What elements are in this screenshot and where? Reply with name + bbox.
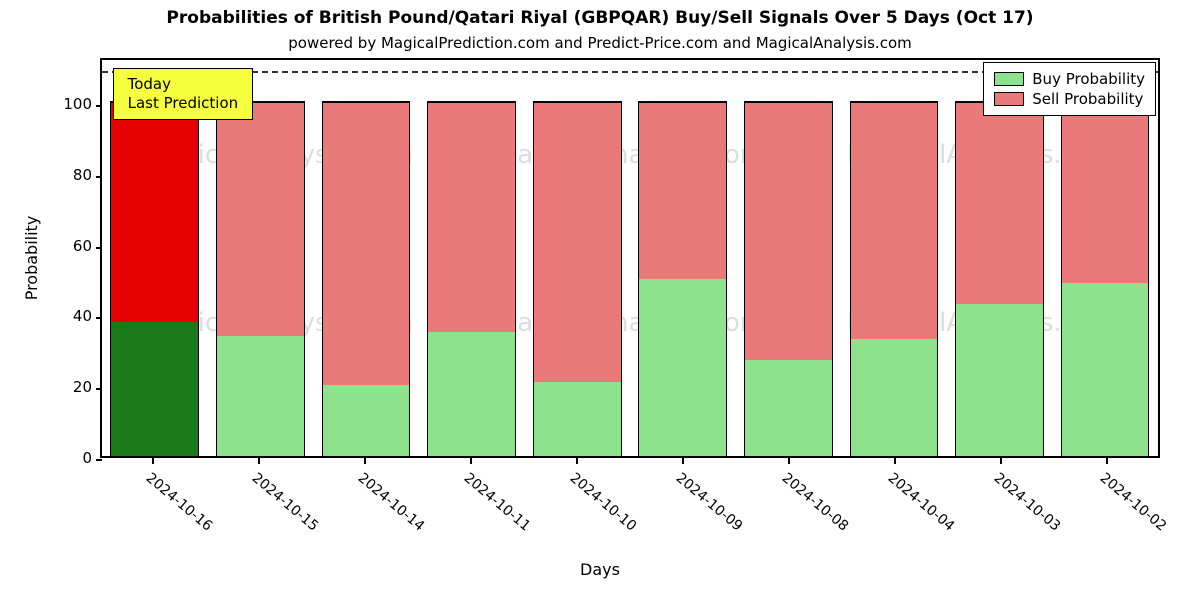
legend: Buy Probability Sell Probability (983, 62, 1156, 116)
today-text-line-1: Today (128, 75, 239, 94)
bar-stack (955, 101, 1044, 456)
legend-label-buy: Buy Probability (1032, 70, 1145, 88)
y-axis-label: Probability (22, 216, 41, 301)
bar-segment-sell (217, 102, 304, 336)
bar-slot (524, 60, 630, 456)
y-tick-label: 80 (32, 166, 92, 184)
chart-figure: Probabilities of British Pound/Qatari Ri… (0, 0, 1200, 600)
y-tick-mark (96, 247, 102, 249)
bar-segment-buy (745, 360, 832, 456)
legend-row-sell: Sell Probability (994, 89, 1145, 109)
bar-segment-buy (111, 322, 198, 457)
bar-stack (850, 101, 939, 456)
bar-segment-sell (323, 102, 410, 385)
bar-slot (736, 60, 842, 456)
bar-segment-sell (534, 102, 621, 382)
bar-segment-buy (956, 304, 1043, 456)
bar-segment-sell (851, 102, 938, 339)
x-tick-mark (1106, 458, 1108, 464)
y-tick-label: 0 (32, 449, 92, 467)
y-tick-label: 60 (32, 237, 92, 255)
bar-segment-sell (745, 102, 832, 360)
legend-row-buy: Buy Probability (994, 69, 1145, 89)
legend-label-sell: Sell Probability (1032, 90, 1143, 108)
bars-container (102, 60, 1158, 456)
bar-slot (419, 60, 525, 456)
x-tick-label: 2024-10-02 (1097, 470, 1170, 535)
x-tick-mark (682, 458, 684, 464)
x-tick-mark (470, 458, 472, 464)
bar-slot (630, 60, 736, 456)
x-tick-label: 2024-10-04 (885, 470, 958, 535)
x-tick-label: 2024-10-10 (567, 470, 640, 535)
y-tick-label: 20 (32, 378, 92, 396)
chart-title: Probabilities of British Pound/Qatari Ri… (0, 8, 1200, 28)
x-tick-mark (258, 458, 260, 464)
bar-stack (216, 101, 305, 456)
bar-segment-sell (639, 102, 726, 279)
bar-slot (841, 60, 947, 456)
bar-segment-buy (851, 339, 938, 456)
today-annotation-box: Today Last Prediction (113, 68, 254, 120)
y-tick-label: 100 (32, 95, 92, 113)
bar-slot (313, 60, 419, 456)
bar-stack (1061, 101, 1150, 456)
x-tick-mark (576, 458, 578, 464)
bar-segment-sell (1062, 102, 1149, 283)
legend-swatch-buy (994, 72, 1024, 86)
bar-segment-buy (639, 279, 726, 456)
y-tick-mark (96, 105, 102, 107)
today-text-line-2: Last Prediction (128, 94, 239, 113)
chart-subtitle: powered by MagicalPrediction.com and Pre… (0, 34, 1200, 52)
legend-swatch-sell (994, 92, 1024, 106)
bar-stack (110, 101, 199, 456)
x-tick-label: 2024-10-08 (779, 470, 852, 535)
x-tick-mark (894, 458, 896, 464)
y-tick-label: 40 (32, 307, 92, 325)
bar-segment-buy (1062, 283, 1149, 456)
x-tick-label: 2024-10-09 (673, 470, 746, 535)
bar-stack (744, 101, 833, 456)
bar-stack (322, 101, 411, 456)
x-axis-label: Days (0, 560, 1200, 579)
bar-segment-buy (217, 336, 304, 456)
bar-slot (947, 60, 1053, 456)
bar-segment-buy (428, 332, 515, 456)
x-tick-mark (364, 458, 366, 464)
bar-slot (1052, 60, 1158, 456)
x-tick-label: 2024-10-16 (143, 470, 216, 535)
y-tick-mark (96, 388, 102, 390)
y-tick-mark (96, 317, 102, 319)
bar-segment-sell (956, 102, 1043, 304)
x-tick-mark (788, 458, 790, 464)
x-tick-mark (1000, 458, 1002, 464)
x-tick-label: 2024-10-11 (461, 470, 534, 535)
y-tick-mark (96, 176, 102, 178)
x-tick-label: 2024-10-14 (355, 470, 428, 535)
x-tick-label: 2024-10-15 (249, 470, 322, 535)
x-tick-label: 2024-10-03 (991, 470, 1064, 535)
bar-segment-sell (111, 102, 198, 321)
bar-stack (427, 101, 516, 456)
bar-stack (533, 101, 622, 456)
plot-area: MagicalAnalysis.comMagicalAnalysis.comMa… (100, 58, 1160, 458)
x-tick-mark (152, 458, 154, 464)
bar-segment-sell (428, 102, 515, 332)
bar-segment-buy (534, 382, 621, 456)
bar-segment-buy (323, 385, 410, 456)
bar-stack (638, 101, 727, 456)
